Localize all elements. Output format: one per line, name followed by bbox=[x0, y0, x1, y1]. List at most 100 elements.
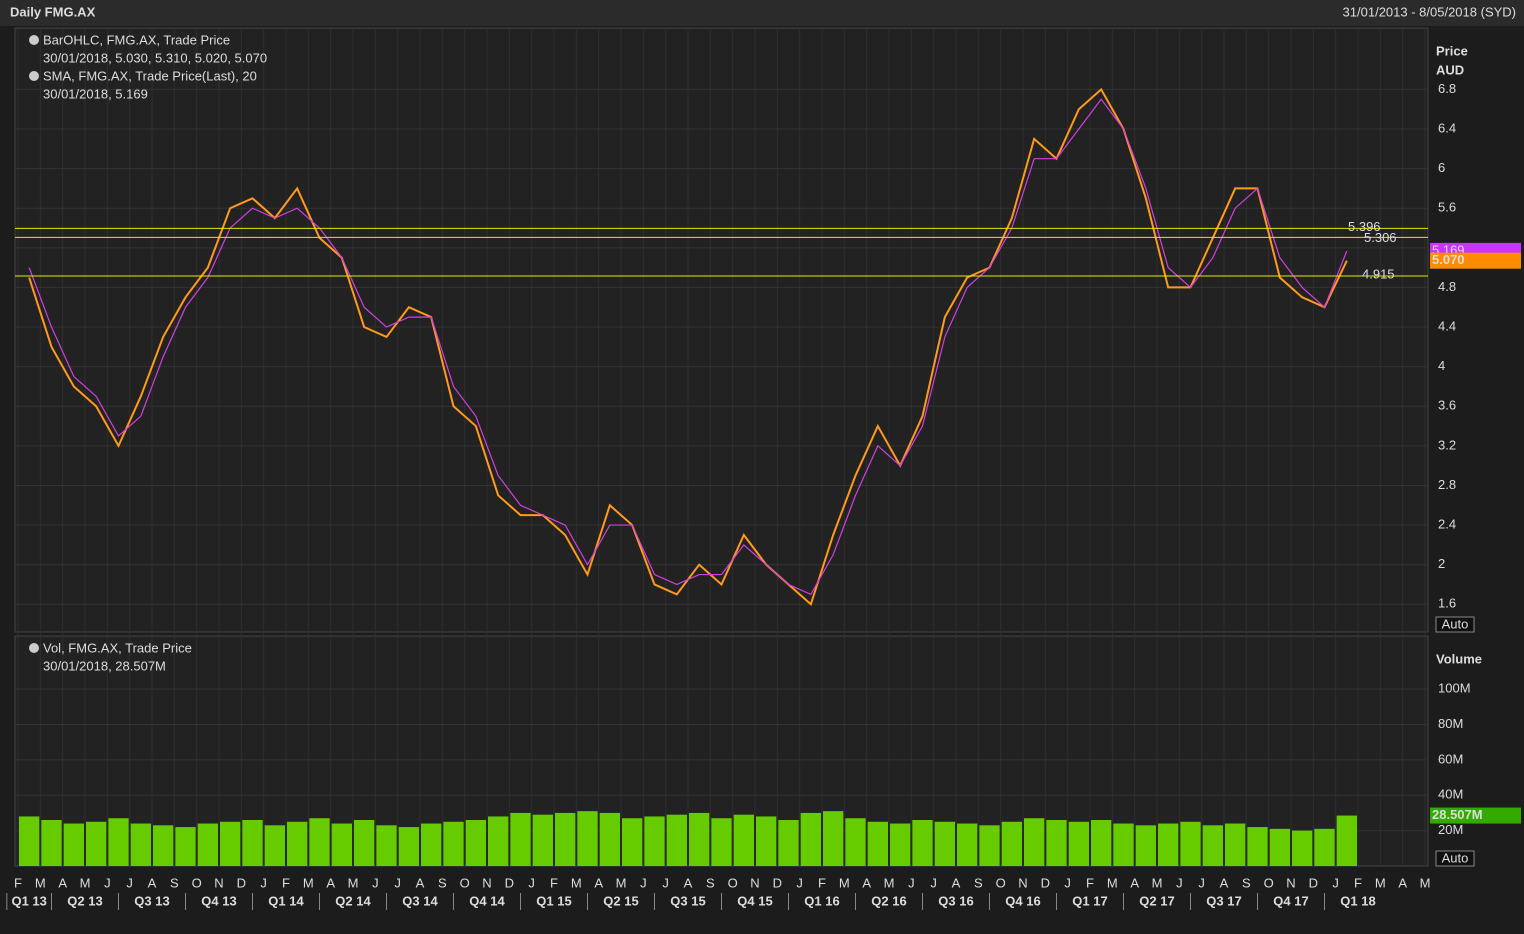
volume-bar bbox=[845, 818, 866, 866]
x-tick-label: A bbox=[1220, 875, 1229, 890]
y-tick-label: 3.6 bbox=[1438, 398, 1456, 413]
legend-detail: 30/01/2018, 5.030, 5.310, 5.020, 5.070 bbox=[43, 50, 267, 65]
x-tick-label: M bbox=[616, 875, 627, 890]
volume-bar bbox=[890, 823, 911, 866]
x-tick-label: D bbox=[1309, 875, 1318, 890]
volume-bar bbox=[309, 818, 330, 866]
volume-bar bbox=[1091, 820, 1112, 866]
volume-bar bbox=[1225, 823, 1246, 866]
volume-bar bbox=[287, 821, 308, 866]
volume-bar bbox=[1269, 828, 1290, 866]
x-tick-label: J bbox=[126, 875, 133, 890]
x-tick-label: A bbox=[1398, 875, 1407, 890]
x-tick-label: J bbox=[640, 875, 647, 890]
quarter-label: Q1 13 bbox=[11, 893, 46, 908]
y-tick-label: 20M bbox=[1438, 822, 1463, 837]
y-tick-label: 60M bbox=[1438, 751, 1463, 766]
volume-bar bbox=[19, 816, 40, 866]
x-tick-label: M bbox=[571, 875, 582, 890]
volume-bar bbox=[800, 812, 821, 866]
x-tick-label: O bbox=[1264, 875, 1274, 890]
quarter-label: Q4 13 bbox=[201, 893, 236, 908]
x-tick-label: N bbox=[1286, 875, 1295, 890]
volume-bar bbox=[264, 825, 285, 866]
volume-bar bbox=[1247, 827, 1268, 866]
quarter-label: Q2 13 bbox=[67, 893, 102, 908]
x-tick-label: N bbox=[214, 875, 223, 890]
volume-bar bbox=[532, 814, 553, 866]
x-tick-label: N bbox=[1018, 875, 1027, 890]
volume-bar bbox=[130, 823, 151, 866]
volume-bar bbox=[1135, 825, 1156, 866]
legend-name: SMA, FMG.AX, Trade Price(Last), 20 bbox=[43, 68, 257, 83]
y-tick-label: 6.8 bbox=[1438, 81, 1456, 96]
price-tag-label: 28.507M bbox=[1432, 807, 1483, 822]
x-tick-label: D bbox=[1041, 875, 1050, 890]
x-tick-label: M bbox=[839, 875, 850, 890]
quarter-label: Q4 17 bbox=[1273, 893, 1308, 908]
x-tick-label: A bbox=[1130, 875, 1139, 890]
volume-bar bbox=[1336, 815, 1357, 866]
x-tick-label: F bbox=[282, 875, 290, 890]
quarter-label: Q4 15 bbox=[737, 893, 772, 908]
quarter-label: Q3 16 bbox=[938, 893, 973, 908]
x-tick-label: A bbox=[594, 875, 603, 890]
x-tick-label: O bbox=[996, 875, 1006, 890]
x-tick-label: O bbox=[728, 875, 738, 890]
x-tick-label: J bbox=[104, 875, 111, 890]
x-tick-label: M bbox=[1152, 875, 1163, 890]
volume-bar bbox=[577, 811, 598, 866]
price-panel bbox=[14, 27, 1429, 633]
x-tick-label: J bbox=[662, 875, 669, 890]
volume-bar bbox=[1314, 828, 1335, 866]
x-tick-label: M bbox=[1375, 875, 1386, 890]
volume-bar bbox=[778, 820, 799, 866]
x-tick-label: A bbox=[862, 875, 871, 890]
x-tick-label: S bbox=[706, 875, 715, 890]
x-tick-label: D bbox=[773, 875, 782, 890]
volume-bar bbox=[86, 821, 107, 866]
title: Daily FMG.AX bbox=[10, 4, 96, 19]
scale-button-label[interactable]: Auto bbox=[1442, 616, 1469, 631]
volume-bar bbox=[711, 818, 732, 866]
x-tick-label: M bbox=[35, 875, 46, 890]
y-tick-label: 2.4 bbox=[1438, 516, 1456, 531]
price-line bbox=[28, 98, 1348, 596]
x-tick-label: M bbox=[884, 875, 895, 890]
x-tick-label: N bbox=[482, 875, 491, 890]
volume-bar bbox=[354, 820, 375, 866]
y-tick-label: 40M bbox=[1438, 787, 1463, 802]
level-label: 5.306 bbox=[1364, 230, 1397, 245]
quarter-label: Q4 14 bbox=[469, 893, 505, 908]
volume-bar bbox=[1024, 818, 1045, 866]
legend-icon bbox=[29, 643, 39, 653]
volume-bar bbox=[220, 821, 241, 866]
x-tick-label: J bbox=[1332, 875, 1339, 890]
x-tick-label: J bbox=[1176, 875, 1183, 890]
volume-bar bbox=[599, 812, 620, 866]
y-tick-label: 1.6 bbox=[1438, 596, 1456, 611]
y-tick-label: 5.6 bbox=[1438, 200, 1456, 215]
y-axis-title: Volume bbox=[1436, 651, 1482, 666]
volume-bar bbox=[644, 816, 665, 866]
price-tag bbox=[1430, 252, 1521, 269]
volume-bar bbox=[1202, 825, 1223, 866]
volume-bar bbox=[689, 812, 710, 866]
volume-bar bbox=[555, 812, 576, 866]
scale-button[interactable] bbox=[1435, 616, 1475, 633]
y-tick-label: 6.4 bbox=[1438, 120, 1456, 135]
x-tick-label: M bbox=[348, 875, 359, 890]
x-tick-label: F bbox=[1354, 875, 1362, 890]
x-tick-label: A bbox=[326, 875, 335, 890]
volume-bar bbox=[153, 825, 174, 866]
x-tick-label: M bbox=[1107, 875, 1118, 890]
volume-bar bbox=[242, 820, 263, 866]
x-tick-label: J bbox=[1198, 875, 1205, 890]
y-tick-label: 80M bbox=[1438, 716, 1463, 731]
volume-bar bbox=[622, 818, 643, 866]
volume-bar bbox=[1158, 823, 1179, 866]
volume-bar bbox=[376, 825, 397, 866]
scale-button[interactable] bbox=[1435, 850, 1475, 867]
scale-button-label[interactable]: Auto bbox=[1442, 850, 1469, 865]
